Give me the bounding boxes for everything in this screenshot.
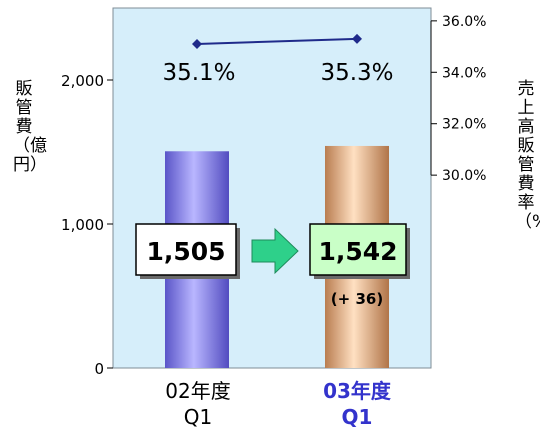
right-axis: 30.0% 32.0% 34.0% 36.0% xyxy=(430,14,486,184)
value-label-03: 1,542 xyxy=(318,237,397,266)
right-tick-label: 30.0% xyxy=(442,168,486,184)
rate-line-path xyxy=(196,37,358,45)
right-axis-label: 売上高販管費率（%） xyxy=(515,79,540,232)
category-02: 02年度 Q1 xyxy=(148,378,248,430)
left-tick-label: 1,000 xyxy=(61,216,104,234)
category-03-year: 03年度 xyxy=(323,379,391,403)
right-tick-label: 32.0% xyxy=(442,117,486,133)
rate-label-02: 35.1% xyxy=(162,60,235,86)
right-tick-label: 34.0% xyxy=(442,65,486,81)
increase-arrow xyxy=(251,227,299,275)
value-label-02-box: 1,505 xyxy=(135,223,240,279)
category-03: 03年度 Q1 xyxy=(307,378,407,430)
change-label: (+ 36) xyxy=(331,290,383,308)
left-tick-label: 2,000 xyxy=(61,72,104,90)
category-02-quarter: Q1 xyxy=(183,405,213,429)
left-axis-label: 販管費（億円） xyxy=(13,79,47,175)
category-02-year: 02年度 xyxy=(165,379,231,403)
rate-point-03 xyxy=(352,33,362,44)
value-label-02: 1,505 xyxy=(146,237,225,266)
rate-point-02 xyxy=(192,39,202,49)
rate-label-03: 35.3% xyxy=(320,60,393,86)
category-03-quarter: Q1 xyxy=(341,405,373,429)
right-tick-label: 36.0% xyxy=(442,14,486,30)
value-label-03-box: 1,542 xyxy=(309,223,410,279)
left-axis: 0 1,000 2,000 xyxy=(61,72,113,378)
left-tick-label: 0 xyxy=(94,360,104,378)
rate-line xyxy=(192,33,362,49)
